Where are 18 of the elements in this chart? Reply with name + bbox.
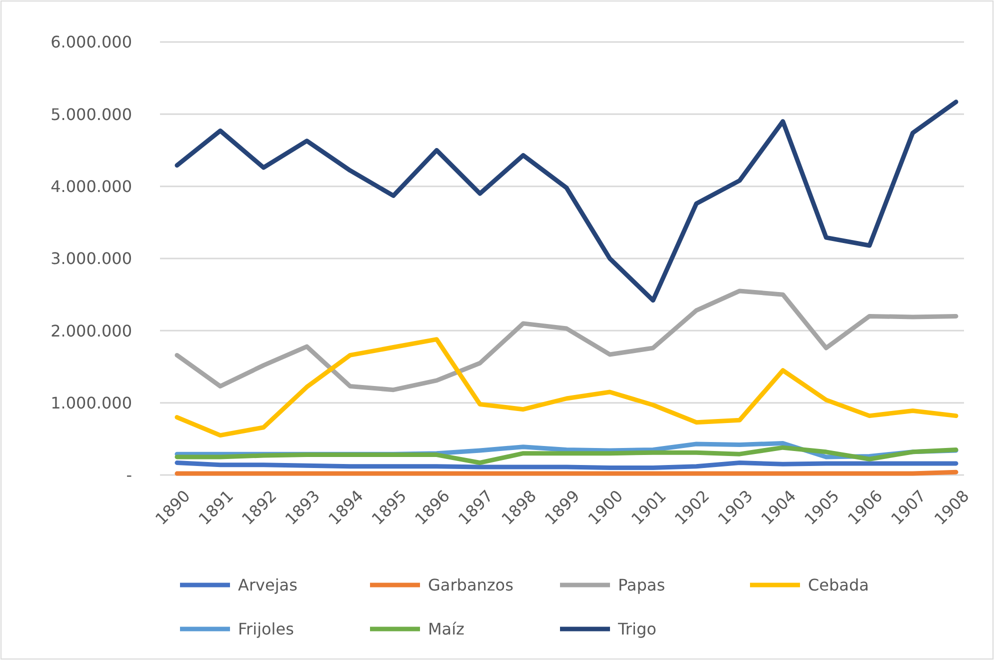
legend-label: Cebada	[808, 576, 869, 595]
legend-label: Arvejas	[238, 576, 298, 595]
y-tick-label: 2.000.000	[50, 321, 132, 340]
y-tick-label: -	[126, 466, 132, 485]
y-tick-label: 6.000.000	[50, 32, 132, 52]
line-series	[174, 288, 958, 392]
legend-label: Garbanzos	[428, 576, 514, 595]
legend-label: Papas	[618, 576, 666, 595]
legend-label: Trigo	[617, 620, 656, 639]
line-series	[174, 445, 958, 465]
y-tick-label: 4.000.000	[50, 176, 132, 196]
y-tick-label: 5.000.000	[50, 104, 132, 124]
y-tick-label: 1.000.000	[50, 393, 132, 412]
legend-label: Maíz	[428, 620, 464, 639]
legend-label: Frijoles	[238, 620, 294, 639]
line-series	[174, 100, 958, 303]
y-tick-label: 3.000.000	[50, 249, 132, 268]
line-series	[174, 337, 958, 438]
